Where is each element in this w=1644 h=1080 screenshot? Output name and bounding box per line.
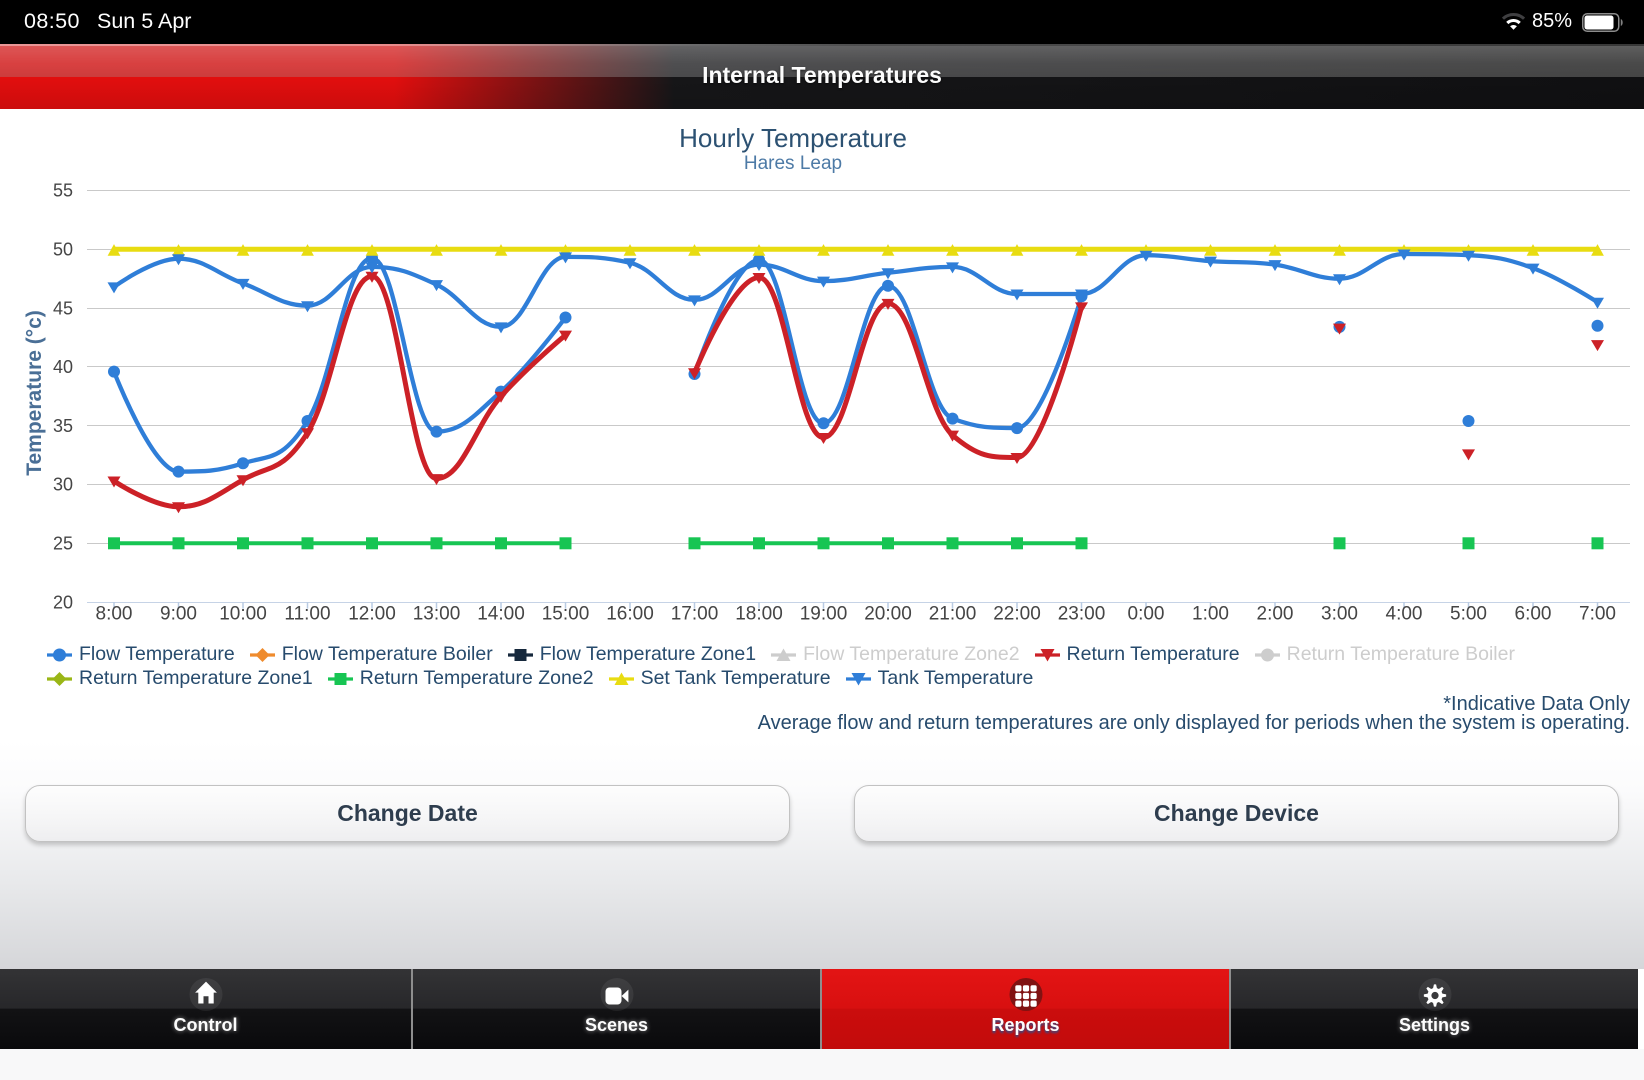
svg-text:13:00: 13:00 — [413, 604, 461, 625]
svg-text:25: 25 — [53, 534, 73, 554]
svg-text:18:00: 18:00 — [735, 604, 783, 625]
svg-text:50: 50 — [53, 240, 73, 260]
svg-text:10:00: 10:00 — [219, 604, 267, 625]
svg-text:3:00: 3:00 — [1321, 604, 1358, 625]
svg-text:11:00: 11:00 — [284, 604, 330, 625]
svg-text:1:00: 1:00 — [1192, 604, 1229, 625]
svg-text:0:00: 0:00 — [1128, 604, 1165, 625]
svg-text:45: 45 — [53, 298, 73, 318]
svg-text:8:00: 8:00 — [96, 604, 133, 625]
svg-text:19:00: 19:00 — [800, 604, 848, 625]
svg-text:22:00: 22:00 — [993, 604, 1041, 625]
svg-text:4:00: 4:00 — [1386, 604, 1423, 625]
svg-text:55: 55 — [53, 181, 73, 201]
svg-text:9:00: 9:00 — [160, 604, 197, 625]
svg-text:12:00: 12:00 — [348, 604, 396, 625]
svg-text:2:00: 2:00 — [1257, 604, 1294, 625]
svg-text:20:00: 20:00 — [864, 604, 912, 625]
svg-text:23:00: 23:00 — [1058, 604, 1106, 625]
svg-text:40: 40 — [53, 357, 73, 377]
svg-text:6:00: 6:00 — [1515, 604, 1552, 625]
svg-text:20: 20 — [53, 592, 73, 612]
svg-text:17:00: 17:00 — [671, 604, 719, 625]
svg-text:21:00: 21:00 — [929, 604, 977, 625]
svg-text:14:00: 14:00 — [477, 604, 525, 625]
svg-text:5:00: 5:00 — [1450, 604, 1487, 625]
svg-text:30: 30 — [53, 475, 73, 495]
svg-text:15:00: 15:00 — [542, 604, 590, 625]
svg-text:16:00: 16:00 — [606, 604, 654, 625]
svg-text:7:00: 7:00 — [1579, 604, 1616, 625]
svg-text:35: 35 — [53, 416, 73, 436]
